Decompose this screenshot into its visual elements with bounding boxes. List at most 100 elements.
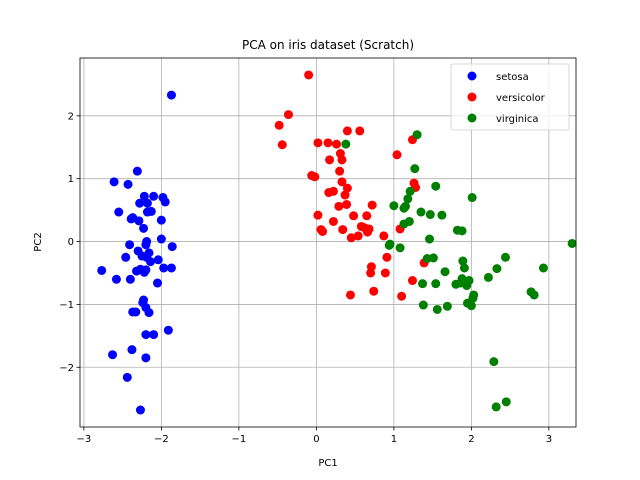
data-point-versicolor	[366, 268, 376, 278]
data-point-virginica	[467, 193, 477, 203]
x-tick-label: −3	[77, 434, 92, 445]
data-point-versicolor	[367, 200, 377, 210]
data-point-setosa	[122, 372, 132, 382]
data-point-setosa	[156, 234, 166, 244]
data-point-versicolor	[313, 210, 323, 220]
data-point-versicolor	[342, 199, 352, 209]
x-tick-label: 2	[468, 434, 474, 445]
data-point-versicolor	[328, 216, 338, 226]
data-point-setosa	[159, 263, 169, 273]
data-point-versicolor	[274, 120, 284, 130]
x-tick-label: 1	[391, 434, 397, 445]
legend-marker-setosa	[467, 71, 477, 81]
data-point-setosa	[123, 179, 133, 189]
data-point-setosa	[166, 263, 176, 273]
data-point-setosa	[135, 405, 145, 415]
data-point-setosa	[156, 215, 166, 225]
data-point-setosa	[139, 223, 149, 233]
data-point-versicolor	[304, 70, 314, 80]
data-point-setosa	[139, 191, 149, 201]
x-tick-label: 0	[313, 434, 319, 445]
y-tick-label: 2	[68, 111, 74, 122]
data-point-versicolor	[355, 126, 365, 136]
data-point-setosa	[141, 240, 151, 250]
data-point-setosa	[144, 308, 154, 318]
series-virginica	[341, 130, 577, 412]
data-point-setosa	[141, 353, 151, 363]
y-axis-label: PC2	[33, 232, 44, 251]
data-point-versicolor	[364, 224, 374, 234]
data-point-virginica	[442, 301, 452, 311]
data-point-virginica	[422, 254, 432, 264]
data-point-versicolor	[380, 268, 390, 278]
data-point-setosa	[166, 90, 176, 100]
data-point-versicolor	[323, 138, 333, 148]
data-point-versicolor	[337, 155, 347, 165]
data-point-setosa	[97, 265, 107, 275]
data-point-virginica	[425, 234, 435, 244]
data-point-versicolor	[397, 291, 407, 301]
data-point-setosa	[108, 350, 118, 360]
data-point-virginica	[501, 397, 511, 407]
data-point-setosa	[132, 266, 142, 276]
legend-marker-versicolor	[467, 92, 477, 102]
data-point-versicolor	[382, 252, 392, 262]
data-point-virginica	[489, 357, 499, 367]
data-point-virginica	[341, 139, 351, 149]
data-point-setosa	[146, 257, 156, 267]
data-point-virginica	[384, 240, 394, 250]
data-point-versicolor	[340, 190, 350, 200]
data-point-setosa	[163, 325, 173, 335]
x-tick-label: −2	[154, 434, 169, 445]
data-point-virginica	[500, 252, 510, 262]
data-point-versicolor	[318, 226, 328, 236]
plot-frame	[79, 57, 577, 428]
data-point-virginica	[399, 203, 409, 213]
data-point-virginica	[469, 290, 479, 300]
data-point-virginica	[440, 267, 450, 277]
data-point-virginica	[418, 279, 428, 289]
data-point-setosa	[142, 198, 152, 208]
data-point-virginica	[437, 210, 447, 220]
data-point-setosa	[149, 330, 159, 340]
data-point-setosa	[167, 242, 177, 252]
data-point-virginica	[403, 194, 413, 204]
x-tick-label: 3	[546, 434, 552, 445]
data-point-setosa	[153, 255, 163, 265]
data-point-setosa	[114, 207, 124, 217]
data-point-virginica	[405, 186, 415, 196]
data-point-versicolor	[277, 140, 287, 150]
data-point-setosa	[134, 216, 144, 226]
data-point-setosa	[139, 267, 149, 277]
data-point-setosa	[160, 197, 170, 207]
data-point-setosa	[125, 240, 135, 250]
data-point-setosa	[135, 198, 145, 208]
data-point-setosa	[141, 330, 151, 340]
data-point-virginica	[425, 210, 435, 220]
chart-title: PCA on iris dataset (Scratch)	[242, 38, 414, 52]
data-point-versicolor	[353, 231, 363, 241]
data-point-versicolor	[325, 155, 335, 165]
data-point-virginica	[466, 301, 476, 311]
data-point-versicolor	[332, 139, 342, 149]
data-point-versicolor	[328, 186, 338, 196]
ticks-layer: −3 −2 −1 0 1 2 3 −2 −1 0 1 2	[59, 111, 552, 445]
data-point-virginica	[431, 181, 441, 191]
data-point-virginica	[412, 130, 422, 140]
data-point-setosa	[126, 214, 136, 224]
data-point-virginica	[567, 238, 577, 248]
data-point-virginica	[492, 264, 502, 274]
legend-label-versicolor: versicolor	[496, 93, 546, 104]
x-tick-label: −1	[232, 434, 247, 445]
data-point-setosa	[146, 206, 156, 216]
legend-label-setosa: setosa	[496, 72, 529, 83]
data-point-virginica	[432, 304, 442, 314]
y-tick-label: 1	[68, 174, 74, 185]
y-tick-label: −1	[59, 300, 74, 311]
data-point-versicolor	[349, 211, 359, 221]
data-point-setosa	[121, 252, 131, 262]
data-point-versicolor	[337, 177, 347, 187]
data-point-setosa	[127, 345, 137, 355]
data-point-versicolor	[342, 183, 352, 193]
